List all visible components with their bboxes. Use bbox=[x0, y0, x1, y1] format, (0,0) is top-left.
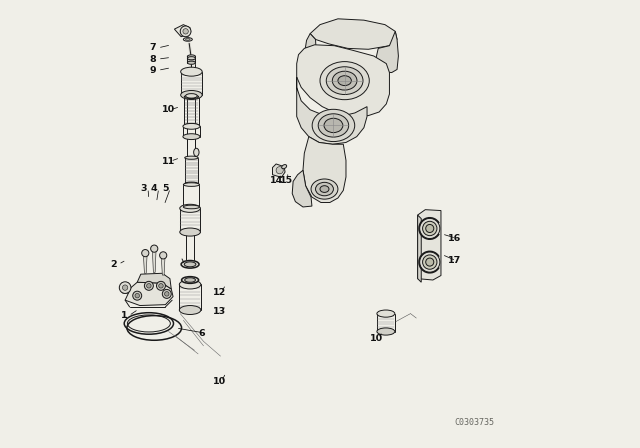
Polygon shape bbox=[125, 282, 173, 306]
Ellipse shape bbox=[318, 114, 349, 137]
Text: 7: 7 bbox=[150, 43, 156, 52]
Circle shape bbox=[183, 29, 188, 34]
Circle shape bbox=[180, 26, 191, 37]
Text: 2: 2 bbox=[110, 260, 117, 269]
Circle shape bbox=[150, 245, 158, 252]
Circle shape bbox=[145, 281, 154, 290]
Text: 10: 10 bbox=[163, 105, 175, 114]
Ellipse shape bbox=[180, 204, 200, 212]
Ellipse shape bbox=[184, 95, 198, 99]
Ellipse shape bbox=[180, 67, 202, 76]
Ellipse shape bbox=[338, 76, 351, 86]
Ellipse shape bbox=[180, 228, 200, 236]
Ellipse shape bbox=[332, 71, 357, 90]
Ellipse shape bbox=[377, 310, 395, 317]
Text: 5: 5 bbox=[163, 184, 169, 193]
Polygon shape bbox=[143, 254, 147, 273]
Ellipse shape bbox=[377, 328, 395, 335]
Text: 10: 10 bbox=[370, 334, 383, 343]
Text: 13: 13 bbox=[213, 307, 227, 316]
Polygon shape bbox=[418, 210, 441, 280]
Polygon shape bbox=[161, 257, 165, 275]
Ellipse shape bbox=[312, 109, 355, 142]
Ellipse shape bbox=[282, 164, 287, 169]
Ellipse shape bbox=[420, 219, 440, 239]
Ellipse shape bbox=[185, 278, 195, 282]
Ellipse shape bbox=[179, 306, 201, 314]
Ellipse shape bbox=[320, 186, 329, 193]
Polygon shape bbox=[152, 250, 156, 272]
Ellipse shape bbox=[181, 261, 199, 268]
Ellipse shape bbox=[186, 94, 197, 98]
Ellipse shape bbox=[326, 67, 363, 95]
Circle shape bbox=[132, 291, 141, 300]
Polygon shape bbox=[310, 19, 397, 49]
Ellipse shape bbox=[426, 224, 434, 233]
Circle shape bbox=[135, 293, 140, 298]
Text: 3: 3 bbox=[140, 184, 147, 193]
Polygon shape bbox=[297, 77, 367, 144]
Text: 14: 14 bbox=[270, 176, 283, 185]
Ellipse shape bbox=[422, 221, 437, 236]
Circle shape bbox=[163, 289, 172, 298]
Ellipse shape bbox=[182, 276, 198, 284]
Circle shape bbox=[159, 284, 163, 288]
Ellipse shape bbox=[188, 57, 195, 60]
Polygon shape bbox=[418, 215, 421, 282]
Text: 1: 1 bbox=[121, 311, 127, 320]
Text: 9: 9 bbox=[150, 66, 156, 75]
Ellipse shape bbox=[422, 255, 437, 269]
Polygon shape bbox=[292, 170, 312, 207]
Ellipse shape bbox=[194, 148, 199, 156]
Ellipse shape bbox=[183, 134, 200, 140]
Circle shape bbox=[119, 282, 131, 293]
Polygon shape bbox=[303, 34, 316, 72]
Text: C0303735: C0303735 bbox=[454, 418, 495, 426]
Circle shape bbox=[122, 285, 128, 290]
Circle shape bbox=[157, 281, 165, 290]
Ellipse shape bbox=[185, 156, 198, 159]
Polygon shape bbox=[137, 273, 172, 289]
Ellipse shape bbox=[184, 183, 200, 186]
Circle shape bbox=[276, 167, 284, 174]
Ellipse shape bbox=[184, 124, 198, 127]
Ellipse shape bbox=[184, 38, 192, 41]
Ellipse shape bbox=[316, 182, 333, 196]
Circle shape bbox=[147, 284, 151, 288]
Ellipse shape bbox=[320, 61, 369, 100]
Ellipse shape bbox=[185, 182, 198, 185]
Text: 17: 17 bbox=[448, 256, 461, 265]
Text: 12: 12 bbox=[213, 288, 227, 297]
Ellipse shape bbox=[184, 262, 196, 267]
Ellipse shape bbox=[311, 179, 338, 199]
Text: 16: 16 bbox=[448, 234, 461, 243]
Circle shape bbox=[159, 252, 167, 259]
Ellipse shape bbox=[188, 55, 195, 58]
Text: 8: 8 bbox=[150, 55, 157, 64]
Ellipse shape bbox=[324, 118, 343, 133]
Polygon shape bbox=[297, 45, 389, 116]
Text: 11: 11 bbox=[163, 157, 175, 166]
Ellipse shape bbox=[183, 124, 200, 129]
Ellipse shape bbox=[420, 252, 440, 272]
Circle shape bbox=[164, 292, 169, 296]
Text: 6: 6 bbox=[198, 329, 205, 338]
Ellipse shape bbox=[180, 90, 202, 99]
Polygon shape bbox=[376, 31, 398, 73]
Circle shape bbox=[141, 250, 149, 257]
Text: 10: 10 bbox=[213, 377, 227, 386]
Polygon shape bbox=[273, 164, 285, 177]
Text: 4: 4 bbox=[150, 184, 157, 193]
Ellipse shape bbox=[184, 205, 200, 209]
Polygon shape bbox=[303, 137, 346, 202]
Polygon shape bbox=[174, 25, 190, 37]
Ellipse shape bbox=[186, 39, 190, 40]
Ellipse shape bbox=[426, 258, 434, 266]
Ellipse shape bbox=[188, 61, 195, 65]
Ellipse shape bbox=[179, 280, 201, 289]
Text: 15: 15 bbox=[280, 176, 293, 185]
